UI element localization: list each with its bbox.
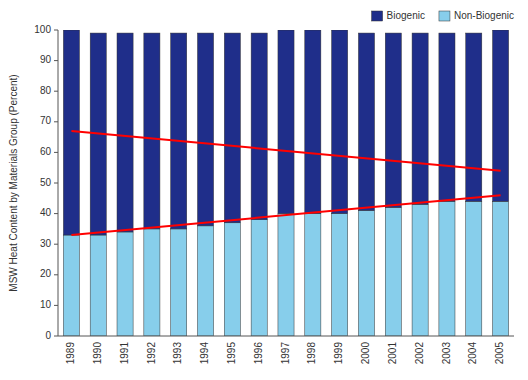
bar bbox=[197, 33, 213, 226]
y-tick-label: 70 bbox=[40, 115, 52, 126]
bar bbox=[412, 33, 428, 204]
y-tick bbox=[54, 305, 58, 306]
x-tick-label: 2004 bbox=[467, 342, 478, 365]
bar bbox=[412, 204, 428, 336]
legend-label: Biogenic bbox=[387, 10, 425, 21]
y-tick-label: 80 bbox=[40, 85, 52, 96]
y-tick-label: 60 bbox=[40, 146, 52, 157]
bar bbox=[224, 223, 240, 336]
y-tick bbox=[54, 91, 58, 92]
y-tick bbox=[54, 183, 58, 184]
bar bbox=[358, 211, 374, 336]
chart: 0 10 20 30 40 50 60 70 80 90 100 1989 1990 1991 1992 19… bbox=[0, 0, 528, 380]
bar bbox=[144, 33, 160, 229]
bar bbox=[466, 201, 482, 336]
bar bbox=[117, 33, 133, 232]
x-tick-label: 1994 bbox=[199, 342, 210, 365]
legend-label: Non-Biogenic bbox=[454, 10, 514, 21]
trend-line bbox=[71, 195, 500, 235]
y-tick-label: 0 bbox=[45, 330, 51, 341]
y-tick bbox=[54, 152, 58, 153]
bar bbox=[358, 33, 374, 210]
x-tick-label: 1990 bbox=[92, 342, 103, 365]
trend-line bbox=[71, 131, 500, 171]
bar bbox=[90, 235, 106, 336]
bar bbox=[63, 30, 79, 235]
x-tick-label: 1998 bbox=[306, 342, 317, 365]
bar bbox=[197, 226, 213, 336]
legend-swatch bbox=[372, 11, 383, 21]
bar bbox=[439, 201, 455, 336]
y-tick bbox=[54, 336, 58, 337]
bar bbox=[385, 207, 401, 336]
x-tick-label: 1993 bbox=[172, 342, 183, 365]
legend: Biogenic Non-Biogenic bbox=[372, 10, 514, 21]
bar bbox=[332, 30, 348, 214]
x-tick-label: 1995 bbox=[226, 342, 237, 365]
bar bbox=[332, 214, 348, 336]
bar bbox=[493, 201, 509, 336]
x-tick-label: 1992 bbox=[146, 342, 157, 365]
y-tick bbox=[54, 213, 58, 214]
bar bbox=[171, 33, 187, 229]
x-tick-label: 1989 bbox=[65, 342, 76, 365]
bar bbox=[63, 235, 79, 336]
y-tick-label: 10 bbox=[40, 299, 52, 310]
bar bbox=[385, 33, 401, 207]
y-tick bbox=[54, 30, 58, 31]
x-tick-label: 1999 bbox=[333, 342, 344, 365]
y-tick-label: 50 bbox=[40, 177, 52, 188]
bar bbox=[224, 33, 240, 223]
bar bbox=[278, 214, 294, 336]
x-tick-label: 1997 bbox=[280, 342, 291, 365]
bar bbox=[251, 33, 267, 220]
bar bbox=[278, 30, 294, 214]
bar bbox=[144, 229, 160, 336]
bar bbox=[305, 214, 321, 336]
bar bbox=[251, 220, 267, 336]
bar bbox=[493, 30, 509, 201]
y-tick bbox=[54, 60, 58, 61]
bar bbox=[305, 30, 321, 214]
bar bbox=[439, 33, 455, 201]
y-tick bbox=[54, 121, 58, 122]
x-tick-label: 2001 bbox=[387, 342, 398, 365]
x-axis-line bbox=[58, 336, 514, 337]
x-tick-label: 2000 bbox=[360, 342, 371, 365]
bar bbox=[117, 232, 133, 336]
y-tick-label: 20 bbox=[40, 268, 52, 279]
x-tick-label: 1991 bbox=[119, 342, 130, 365]
bar bbox=[171, 229, 187, 336]
y-tick-label: 40 bbox=[40, 207, 52, 218]
bar bbox=[466, 33, 482, 201]
x-tick-label: 2003 bbox=[441, 342, 452, 365]
x-tick-label: 2002 bbox=[414, 342, 425, 365]
y-tick-label: 100 bbox=[34, 24, 51, 35]
y-tick-label: 90 bbox=[40, 54, 52, 65]
y-axis-label: MSW Heat Content by Materials Group (Per… bbox=[8, 74, 19, 291]
x-tick-label: 2005 bbox=[494, 342, 505, 365]
plot-area bbox=[63, 30, 508, 336]
y-tick bbox=[54, 274, 58, 275]
x-tick-label: 1996 bbox=[253, 342, 264, 365]
y-tick-label: 30 bbox=[40, 238, 52, 249]
y-tick bbox=[54, 244, 58, 245]
legend-swatch bbox=[439, 11, 450, 21]
